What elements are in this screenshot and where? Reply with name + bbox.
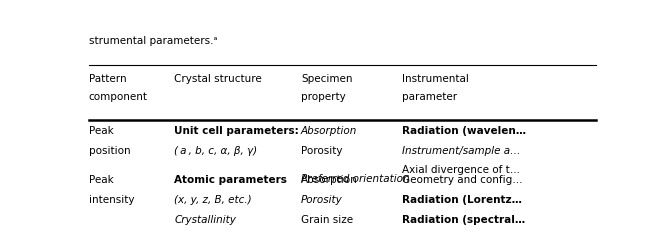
Text: Pattern: Pattern xyxy=(89,74,126,84)
Text: Peak: Peak xyxy=(89,175,114,185)
Text: Grain size: Grain size xyxy=(301,215,353,225)
Text: Atomic parameters: Atomic parameters xyxy=(174,175,287,185)
Text: Preferred orientation: Preferred orientation xyxy=(301,174,409,184)
Text: ( a , b, c, α, β, γ): ( a , b, c, α, β, γ) xyxy=(174,146,257,156)
Text: parameter: parameter xyxy=(402,92,457,102)
Text: Porosity: Porosity xyxy=(301,146,343,156)
Text: Radiation (Lorentz…: Radiation (Lorentz… xyxy=(402,194,522,204)
Text: position: position xyxy=(89,146,130,156)
Text: property: property xyxy=(301,92,345,102)
Text: Radiation (wavelen…: Radiation (wavelen… xyxy=(402,126,526,136)
Text: Absorption: Absorption xyxy=(301,126,357,136)
Text: intensity: intensity xyxy=(89,194,134,204)
Text: Unit cell parameters:: Unit cell parameters: xyxy=(174,126,299,136)
Text: Porosity: Porosity xyxy=(301,194,343,204)
Text: strumental parameters.ᵃ: strumental parameters.ᵃ xyxy=(89,36,217,46)
Text: Crystallinity: Crystallinity xyxy=(174,215,236,225)
Text: Absorption: Absorption xyxy=(301,175,357,185)
Text: Peak: Peak xyxy=(89,126,114,136)
Text: Instrument/sample a…: Instrument/sample a… xyxy=(402,146,520,156)
Text: Specimen: Specimen xyxy=(301,74,353,84)
Text: Radiation (spectral…: Radiation (spectral… xyxy=(402,215,525,225)
Text: Instrumental: Instrumental xyxy=(402,74,469,84)
Text: Crystal structure: Crystal structure xyxy=(174,74,262,84)
Text: Axial divergence of t…: Axial divergence of t… xyxy=(402,165,520,175)
Text: Geometry and config…: Geometry and config… xyxy=(402,175,522,185)
Text: component: component xyxy=(89,92,148,102)
Text: (x, y, z, B, etc.): (x, y, z, B, etc.) xyxy=(174,194,252,204)
